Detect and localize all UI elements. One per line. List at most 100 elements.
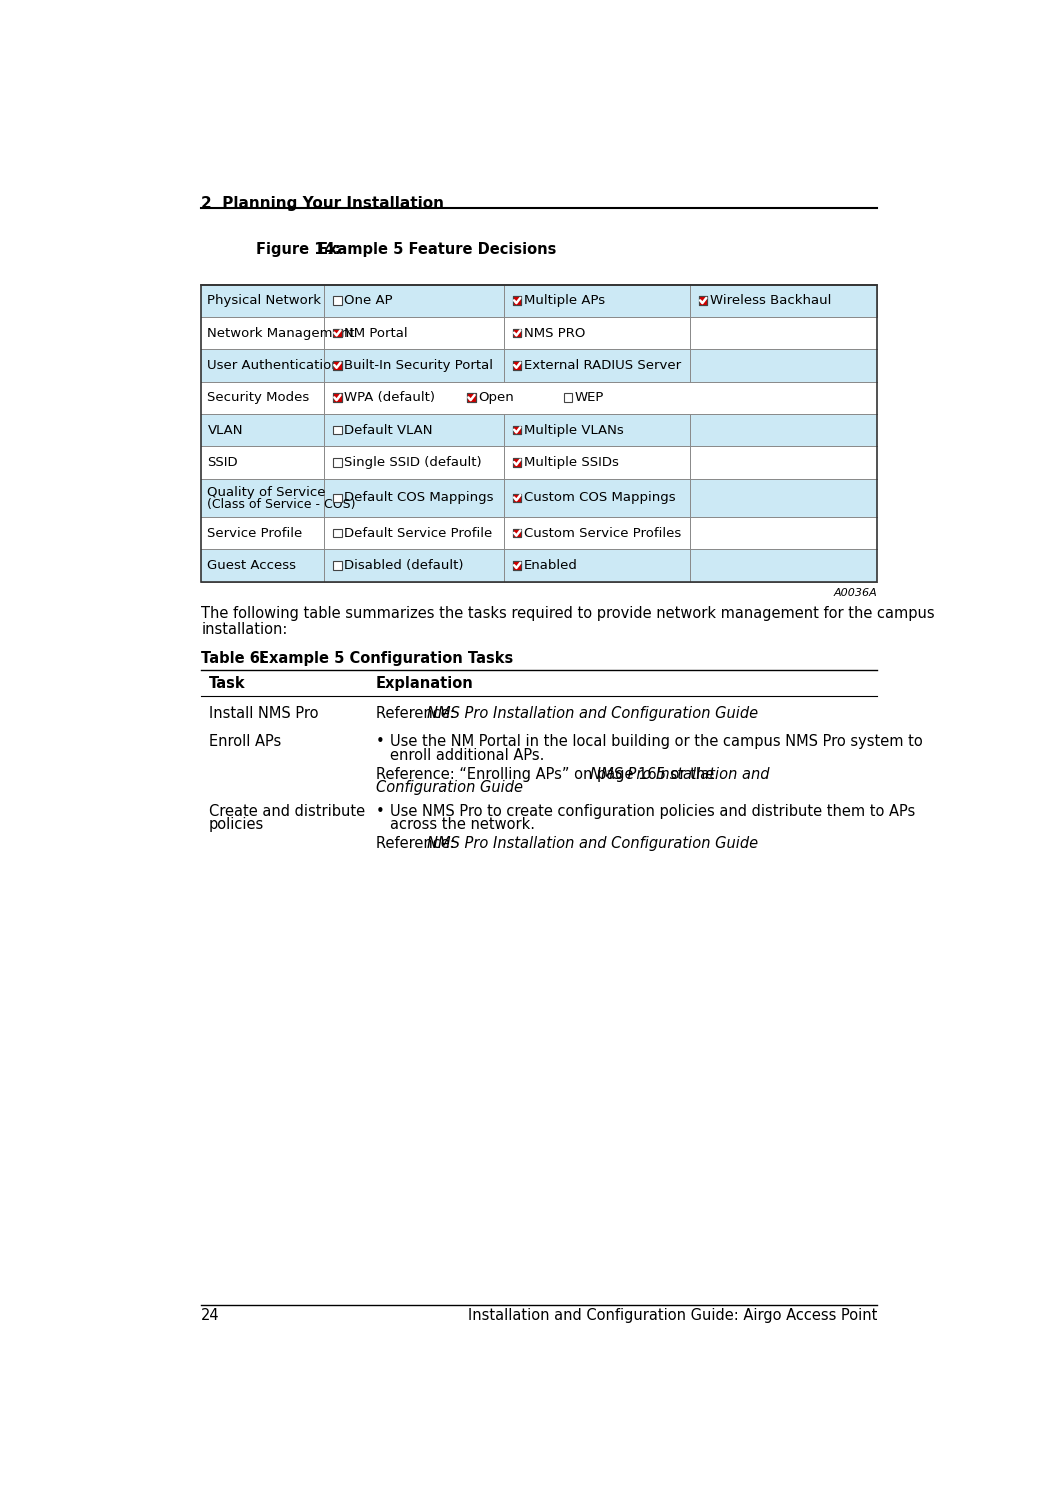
Text: Single SSID (default): Single SSID (default) (344, 457, 482, 468)
Bar (201, 549, 877, 582)
Bar (201, 518, 877, 549)
Bar (512, 425, 522, 434)
Text: WPA (default): WPA (default) (344, 391, 434, 404)
Text: The following table summarizes the tasks required to provide network management : The following table summarizes the tasks… (201, 606, 935, 621)
Text: NM Portal: NM Portal (344, 327, 407, 340)
Text: Explanation: Explanation (376, 676, 473, 691)
Text: Physical Network: Physical Network (207, 294, 322, 307)
Text: Network Management: Network Management (207, 327, 355, 340)
Bar (333, 394, 342, 401)
Text: Custom COS Mappings: Custom COS Mappings (524, 491, 675, 504)
Text: NMS PRO: NMS PRO (524, 327, 585, 340)
Bar (512, 425, 522, 434)
Text: installation:: installation: (201, 622, 287, 637)
Text: Multiple SSIDs: Multiple SSIDs (524, 457, 619, 468)
Text: Configuration Guide: Configuration Guide (376, 780, 523, 795)
Text: SSID: SSID (207, 457, 238, 468)
Bar (512, 530, 522, 537)
Text: Guest Access: Guest Access (207, 560, 297, 571)
Bar (333, 394, 342, 401)
Bar (512, 297, 522, 304)
Bar (564, 394, 572, 401)
Bar (512, 561, 522, 570)
Text: Custom Service Profiles: Custom Service Profiles (524, 527, 681, 540)
Text: Use NMS Pro to create configuration policies and distribute them to APs: Use NMS Pro to create configuration poli… (389, 804, 915, 819)
Text: Service Profile: Service Profile (207, 527, 303, 540)
Text: One AP: One AP (344, 294, 392, 307)
Bar (512, 458, 522, 467)
Text: Disabled (default): Disabled (default) (344, 560, 463, 571)
Bar (201, 446, 877, 479)
Text: policies: policies (209, 818, 264, 833)
Bar (201, 316, 877, 349)
Text: Example 5 Configuration Tasks: Example 5 Configuration Tasks (260, 651, 513, 665)
Bar (201, 382, 877, 413)
Text: 2  Planning Your Installation: 2 Planning Your Installation (201, 195, 444, 210)
Bar (333, 328, 342, 337)
Text: •: • (376, 734, 384, 749)
Bar (201, 349, 877, 382)
Bar (512, 530, 522, 537)
Text: External RADIUS Server: External RADIUS Server (524, 360, 681, 372)
Bar (333, 297, 342, 304)
Text: NMS Pro Installation and Configuration Guide: NMS Pro Installation and Configuration G… (427, 836, 757, 850)
Text: Quality of Service: Quality of Service (207, 486, 326, 498)
Text: NMS Pro Installation and: NMS Pro Installation and (589, 767, 773, 782)
Bar (201, 285, 877, 582)
Text: Create and distribute: Create and distribute (209, 804, 365, 819)
Bar (333, 425, 342, 434)
Bar (512, 361, 522, 370)
Bar (699, 297, 707, 304)
Text: User Authentication: User Authentication (207, 360, 340, 372)
Bar (333, 494, 342, 501)
Bar (201, 285, 877, 316)
Text: Default COS Mappings: Default COS Mappings (344, 491, 493, 504)
Text: VLAN: VLAN (207, 424, 243, 437)
Text: Installation and Configuration Guide: Airgo Access Point: Installation and Configuration Guide: Ai… (468, 1308, 877, 1323)
Bar (699, 297, 707, 304)
Bar (333, 561, 342, 570)
Text: Default VLAN: Default VLAN (344, 424, 432, 437)
Bar (333, 361, 342, 370)
Text: •: • (376, 804, 384, 819)
Text: Enroll APs: Enroll APs (209, 734, 281, 749)
Bar (333, 328, 342, 337)
Text: A0036A: A0036A (833, 588, 877, 598)
Bar (333, 530, 342, 537)
Bar (333, 458, 342, 467)
Text: WEP: WEP (574, 391, 604, 404)
Bar (512, 561, 522, 570)
Text: Figure 14:: Figure 14: (256, 242, 340, 258)
Text: Open: Open (478, 391, 513, 404)
Text: Multiple VLANs: Multiple VLANs (524, 424, 624, 437)
Text: enroll additional APs.: enroll additional APs. (389, 747, 544, 762)
Bar (512, 328, 522, 337)
Bar (512, 458, 522, 467)
Text: 24: 24 (201, 1308, 220, 1323)
Text: Reference:: Reference: (376, 707, 459, 722)
Text: Built-In Security Portal: Built-In Security Portal (344, 360, 492, 372)
Text: Table 6:: Table 6: (201, 651, 266, 665)
Text: Multiple APs: Multiple APs (524, 294, 605, 307)
Bar (512, 494, 522, 501)
Text: Default Service Profile: Default Service Profile (344, 527, 492, 540)
Text: across the network.: across the network. (389, 818, 534, 833)
Text: Enabled: Enabled (524, 560, 578, 571)
Bar (201, 479, 877, 518)
Bar (512, 361, 522, 370)
Text: Wireless Backhaul: Wireless Backhaul (710, 294, 831, 307)
Text: Reference:: Reference: (376, 836, 459, 850)
Bar (512, 494, 522, 501)
Text: Example 5 Feature Decisions: Example 5 Feature Decisions (318, 242, 555, 258)
Bar (467, 394, 476, 401)
Text: Security Modes: Security Modes (207, 391, 309, 404)
Text: NMS Pro Installation and Configuration Guide: NMS Pro Installation and Configuration G… (427, 707, 757, 722)
Text: Install NMS Pro: Install NMS Pro (209, 707, 319, 722)
Bar (467, 394, 476, 401)
Text: (Class of Service - COS): (Class of Service - COS) (207, 498, 356, 512)
Bar (512, 328, 522, 337)
Bar (201, 413, 877, 446)
Bar (512, 297, 522, 304)
Bar (333, 361, 342, 370)
Text: Use the NM Portal in the local building or the campus NMS Pro system to: Use the NM Portal in the local building … (389, 734, 923, 749)
